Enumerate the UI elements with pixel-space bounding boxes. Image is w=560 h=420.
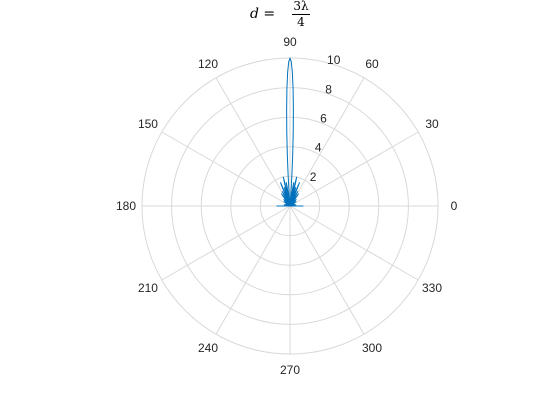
theta-tick-label-150: 150 <box>138 117 158 131</box>
theta-tick-label-330: 330 <box>422 281 442 295</box>
title-fraction-bar <box>292 14 310 15</box>
theta-tick-label-180: 180 <box>116 199 136 213</box>
grid-spoke-30 <box>289 131 419 207</box>
grid-spoke-330 <box>289 205 419 281</box>
grid-spoke-210 <box>161 205 291 281</box>
theta-tick-label-270: 270 <box>280 363 300 377</box>
theta-tick-label-60: 60 <box>365 57 379 71</box>
r-tick-label-8: 8 <box>325 82 332 96</box>
theta-tick-label-30: 30 <box>425 117 439 131</box>
title-numerator: 3λ <box>293 0 309 13</box>
theta-tick-label-210: 210 <box>138 281 158 295</box>
grid-spoke-300 <box>289 205 365 335</box>
theta-tick-label-90: 90 <box>283 35 297 49</box>
grid-spoke-240 <box>215 205 291 335</box>
r-tick-label-2: 2 <box>310 170 317 184</box>
grid-spoke-150 <box>161 131 291 207</box>
grid-spoke-120 <box>215 77 291 207</box>
grid-spoke-60 <box>289 77 365 207</box>
title-lhs-text: d = <box>250 6 276 22</box>
theta-tick-label-300: 300 <box>362 341 382 355</box>
title-denominator: 4 <box>297 15 305 29</box>
theta-tick-label-0: 0 <box>451 199 458 213</box>
r-tick-label-6: 6 <box>320 112 327 126</box>
title-lhs: d = <box>250 6 275 22</box>
title-fraction: 3λ 4 <box>292 0 310 29</box>
theta-tick-label-120: 120 <box>198 57 218 71</box>
series-line-0 <box>276 57 304 207</box>
axis-labels: 0 30 60 90 120 150 180 210 240 270 300 330 2 4 6 8 10 <box>116 35 458 377</box>
theta-tick-label-240: 240 <box>198 341 218 355</box>
chart-title: d = 3λ 4 <box>250 0 340 40</box>
r-tick-label-10: 10 <box>327 53 341 67</box>
r-tick-label-4: 4 <box>315 141 322 155</box>
series-layer <box>276 57 304 207</box>
